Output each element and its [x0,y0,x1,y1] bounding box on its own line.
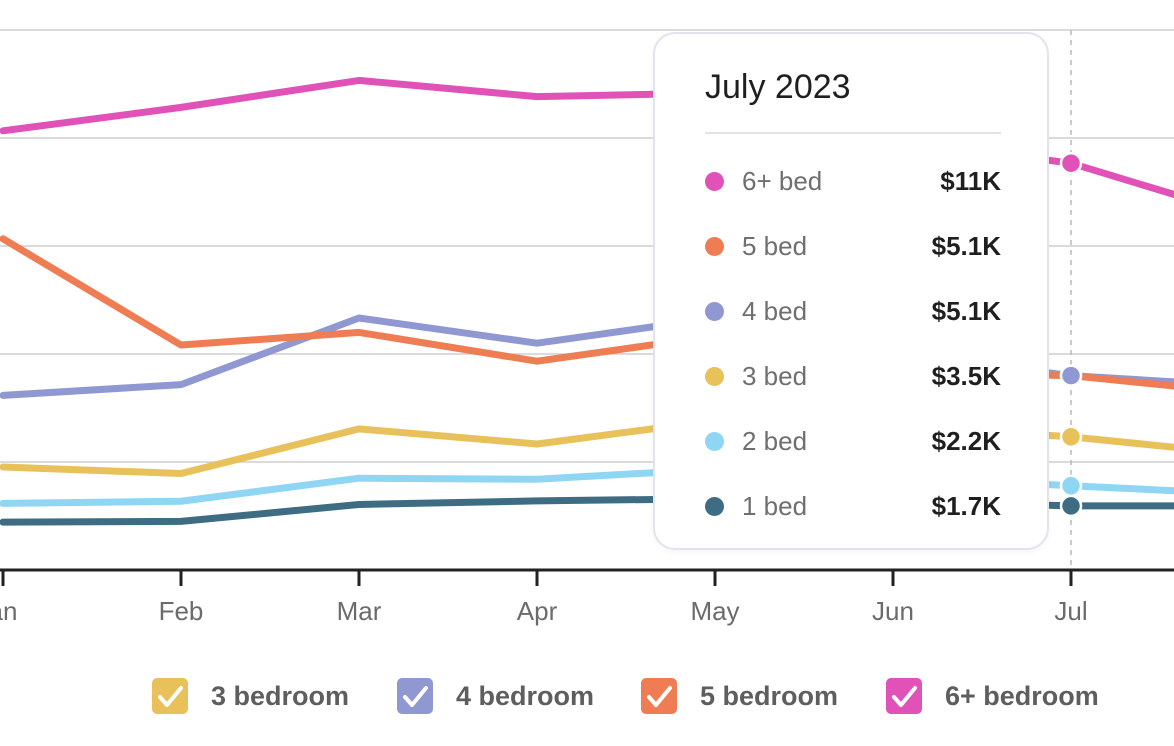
tooltip-series-name: 2 bed [742,426,808,456]
tooltip-series-value: $5.1K [931,296,1001,326]
legend-item: 4 bedroom [397,678,594,714]
series-dot-icon [705,172,724,191]
x-axis: an Feb Mar Apr May Jun Jul [0,568,1174,626]
legend-label: 5 bedroom [700,681,838,711]
tooltip-series-name: 1 bed [742,491,808,521]
series-point [1059,151,1083,175]
series-dot-icon [705,432,724,451]
x-tick-label: May [690,596,739,626]
series-dot-icon [705,367,724,386]
tooltip-row: 2 bed $2.2K [705,422,1001,462]
series-dot-icon [705,237,724,256]
checkmark-icon [892,686,917,707]
legend-checkbox [152,678,188,714]
tooltip-row: 1 bed $1.7K [705,487,1001,527]
tooltip-series-name: 4 bed [742,296,808,326]
tooltip-series-name: 5 bed [742,231,808,261]
tooltip-divider [705,132,1001,134]
legend-checkbox [886,678,922,714]
legend-item: 3 bedroom [152,678,349,714]
x-tick-label: Feb [159,596,204,626]
tooltip-row: 6+ bed $11K [705,162,1001,202]
legend-label: 3 bedroom [211,681,349,711]
legend-label: 6+ bedroom [945,681,1099,711]
x-tick-label: Apr [517,596,558,626]
checkmark-icon [647,686,672,707]
tooltip: July 2023 6+ bed $11K 5 bed $5.1K 4 bed … [653,32,1049,550]
tooltip-row: 4 bed $5.1K [705,292,1001,332]
tooltip-series-name: 3 bed [742,361,808,391]
tooltip-row: 5 bed $5.1K [705,227,1001,267]
highlight-markers [1059,151,1083,518]
checkmark-icon [158,686,183,707]
x-tick-label: an [0,596,17,626]
legend-label: 4 bedroom [456,681,594,711]
series-point [1059,425,1083,449]
tooltip-series-value: $11K [940,166,1001,196]
series-dot-icon [705,497,724,516]
x-tick-label: Mar [337,596,382,626]
legend-checkbox [641,678,677,714]
x-tick-label: Jun [872,596,914,626]
tooltip-series-value: $5.1K [931,231,1001,261]
tooltip-row: 3 bed $3.5K [705,357,1001,397]
series-point [1059,474,1083,498]
legend-checkbox [397,678,433,714]
tooltip-title: July 2023 [705,68,851,106]
series-point [1059,364,1083,387]
tooltip-series-value: $3.5K [931,361,1001,391]
legend-item: 5 bedroom [641,678,838,714]
tooltip-series-name: 6+ bed [742,166,823,196]
series-dot-icon [705,302,724,321]
checkmark-icon [403,686,428,707]
tooltip-series-value: $2.2K [931,426,1001,456]
legend-item: 6+ bedroom [886,678,1099,714]
series-point [1059,494,1083,518]
x-tick-label: Jul [1054,596,1087,626]
tooltip-series-value: $1.7K [931,491,1001,521]
